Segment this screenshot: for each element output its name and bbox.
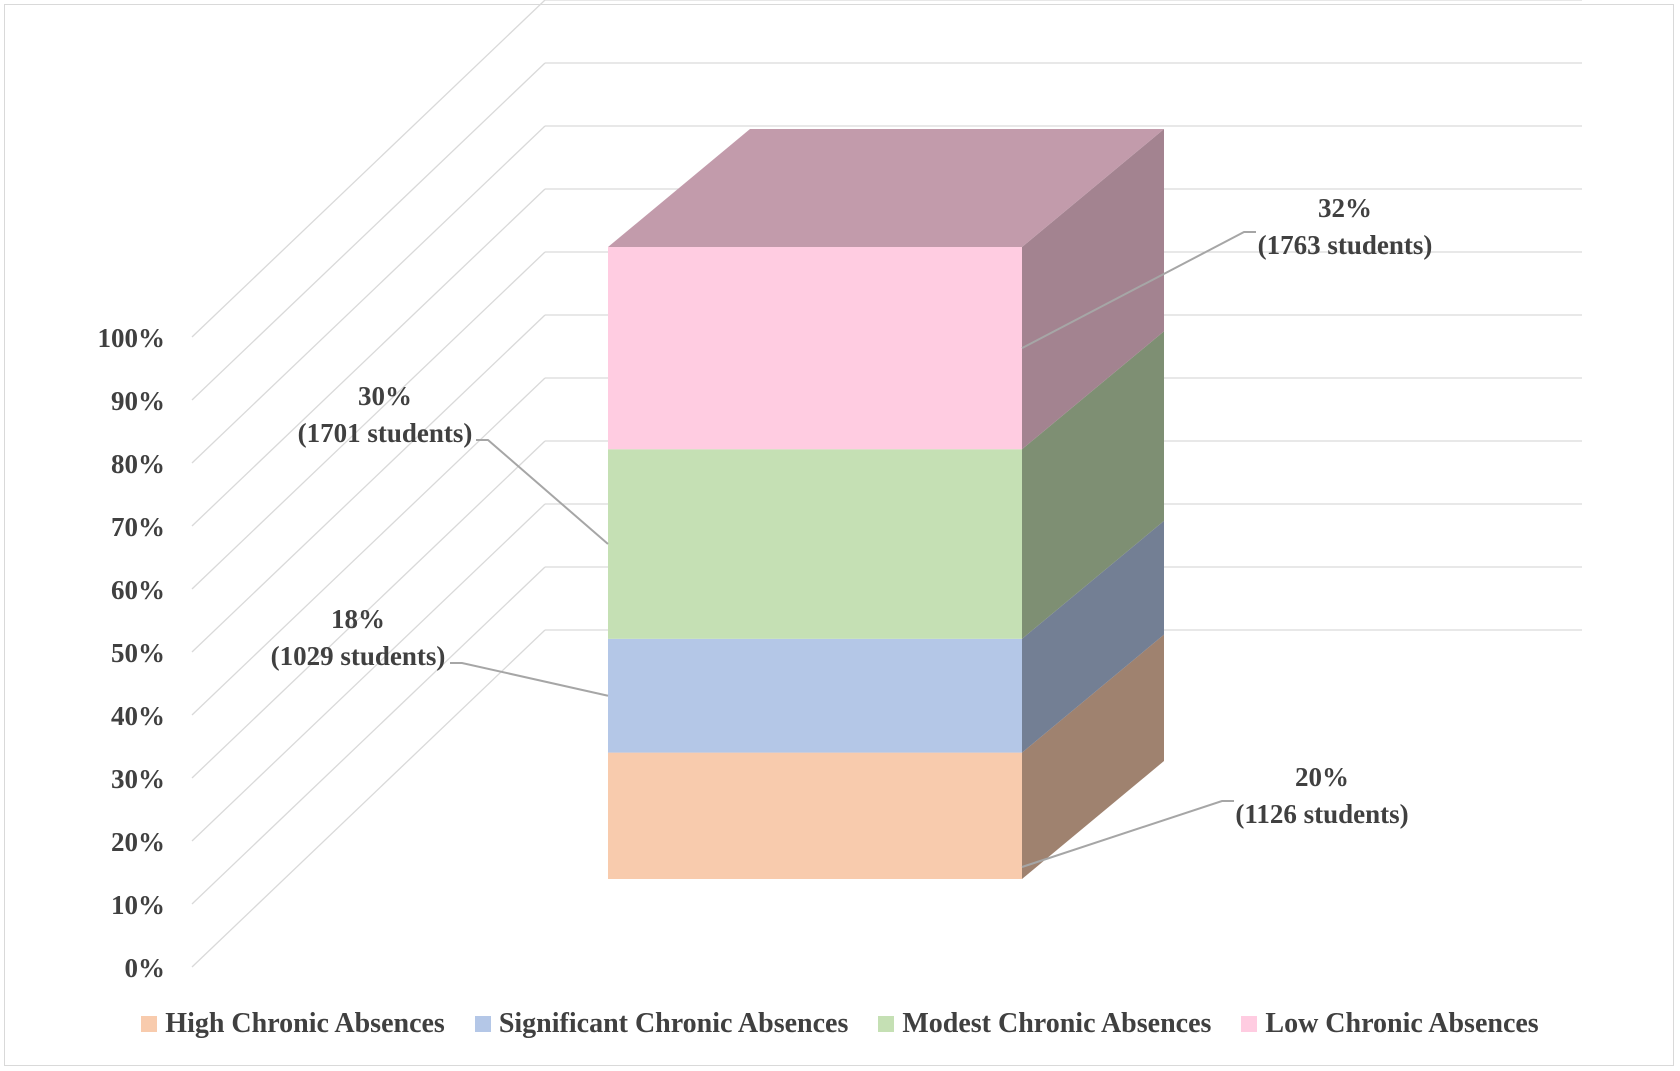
legend-swatch (141, 1016, 158, 1032)
legend-label: High Chronic Absences (165, 1008, 445, 1039)
y-tick-label: 100% (98, 323, 166, 353)
y-tick-label: 50% (111, 638, 165, 668)
leader-line (476, 439, 609, 545)
legend-swatch (474, 1016, 491, 1032)
gridline-diagonal (191, 503, 546, 842)
bar-side-modest-chronic-absences (1022, 331, 1164, 639)
data-label-percent: 32% (1318, 193, 1372, 223)
bar-side-significant-chronic-absences (1022, 520, 1164, 753)
y-tick-label: 60% (111, 575, 165, 605)
legend-label: Low Chronic Absences (1265, 1008, 1539, 1039)
legend-swatch (1241, 1016, 1258, 1032)
y-tick-label: 40% (111, 701, 165, 731)
gridline-diagonal (191, 377, 546, 716)
leader-line (1021, 231, 1256, 350)
data-label-count: (1763 students) (1258, 230, 1433, 260)
gridline-diagonal (191, 251, 546, 590)
legend-item: High Chronic Absences (141, 1008, 445, 1040)
legend-swatch (878, 1016, 895, 1032)
y-tick-label: 10% (111, 890, 165, 920)
data-label-count: (1126 students) (1235, 799, 1408, 829)
legend-label: Modest Chronic Absences (902, 1008, 1212, 1039)
data-label-percent: 20% (1295, 762, 1349, 792)
y-tick-label: 70% (111, 512, 165, 542)
gridline-diagonal (191, 188, 546, 527)
y-tick-label: 80% (111, 449, 165, 479)
leader-line (1021, 800, 1234, 868)
gridline-diagonal (191, 0, 546, 338)
data-label-percent: 18% (331, 604, 385, 634)
y-axis-ticks: 0% 10% 20% 30% 40% 50% 60% 70% 80% 90% 100% (98, 323, 166, 983)
data-label-count: (1029 students) (271, 641, 446, 671)
gridline-diagonal (191, 125, 546, 464)
bar-top-face (608, 129, 1164, 247)
data-labels: 20% (1126 students) 18% (1029 students) 30% (… (271, 193, 1433, 868)
gridline-diagonal (191, 440, 546, 779)
y-tick-label: 20% (111, 827, 165, 857)
legend-item: Significant Chronic Absences (474, 1008, 849, 1040)
gridline-diagonal (191, 314, 546, 653)
legend: High Chronic Absences Significant Chronic… (0, 1008, 1680, 1040)
bar-segment-modest-chronic-absences (608, 449, 1022, 639)
legend-item: Modest Chronic Absences (878, 1008, 1211, 1040)
data-label-percent: 30% (358, 381, 412, 411)
bar-segment-significant-chronic-absences (608, 638, 1022, 753)
y-tick-label: 30% (111, 764, 165, 794)
data-label-count: (1701 students) (298, 418, 473, 448)
gridline-diagonal (191, 566, 546, 905)
legend-item: Low Chronic Absences (1241, 1008, 1539, 1040)
y-tick-label: 90% (111, 386, 165, 416)
bar-stack (608, 129, 1164, 879)
gridline-diagonal (191, 629, 546, 968)
y-tick-label: 0% (125, 953, 166, 983)
leader-line (450, 662, 609, 697)
legend-label: Significant Chronic Absences (498, 1008, 849, 1039)
bar-segment-high-chronic-absences (608, 752, 1022, 879)
gridline-diagonal (191, 62, 546, 401)
bar-segment-low-chronic-absences (608, 247, 1022, 450)
bar-side-low-chronic-absences (1022, 129, 1164, 450)
bar-side-high-chronic-absences (1022, 634, 1164, 879)
